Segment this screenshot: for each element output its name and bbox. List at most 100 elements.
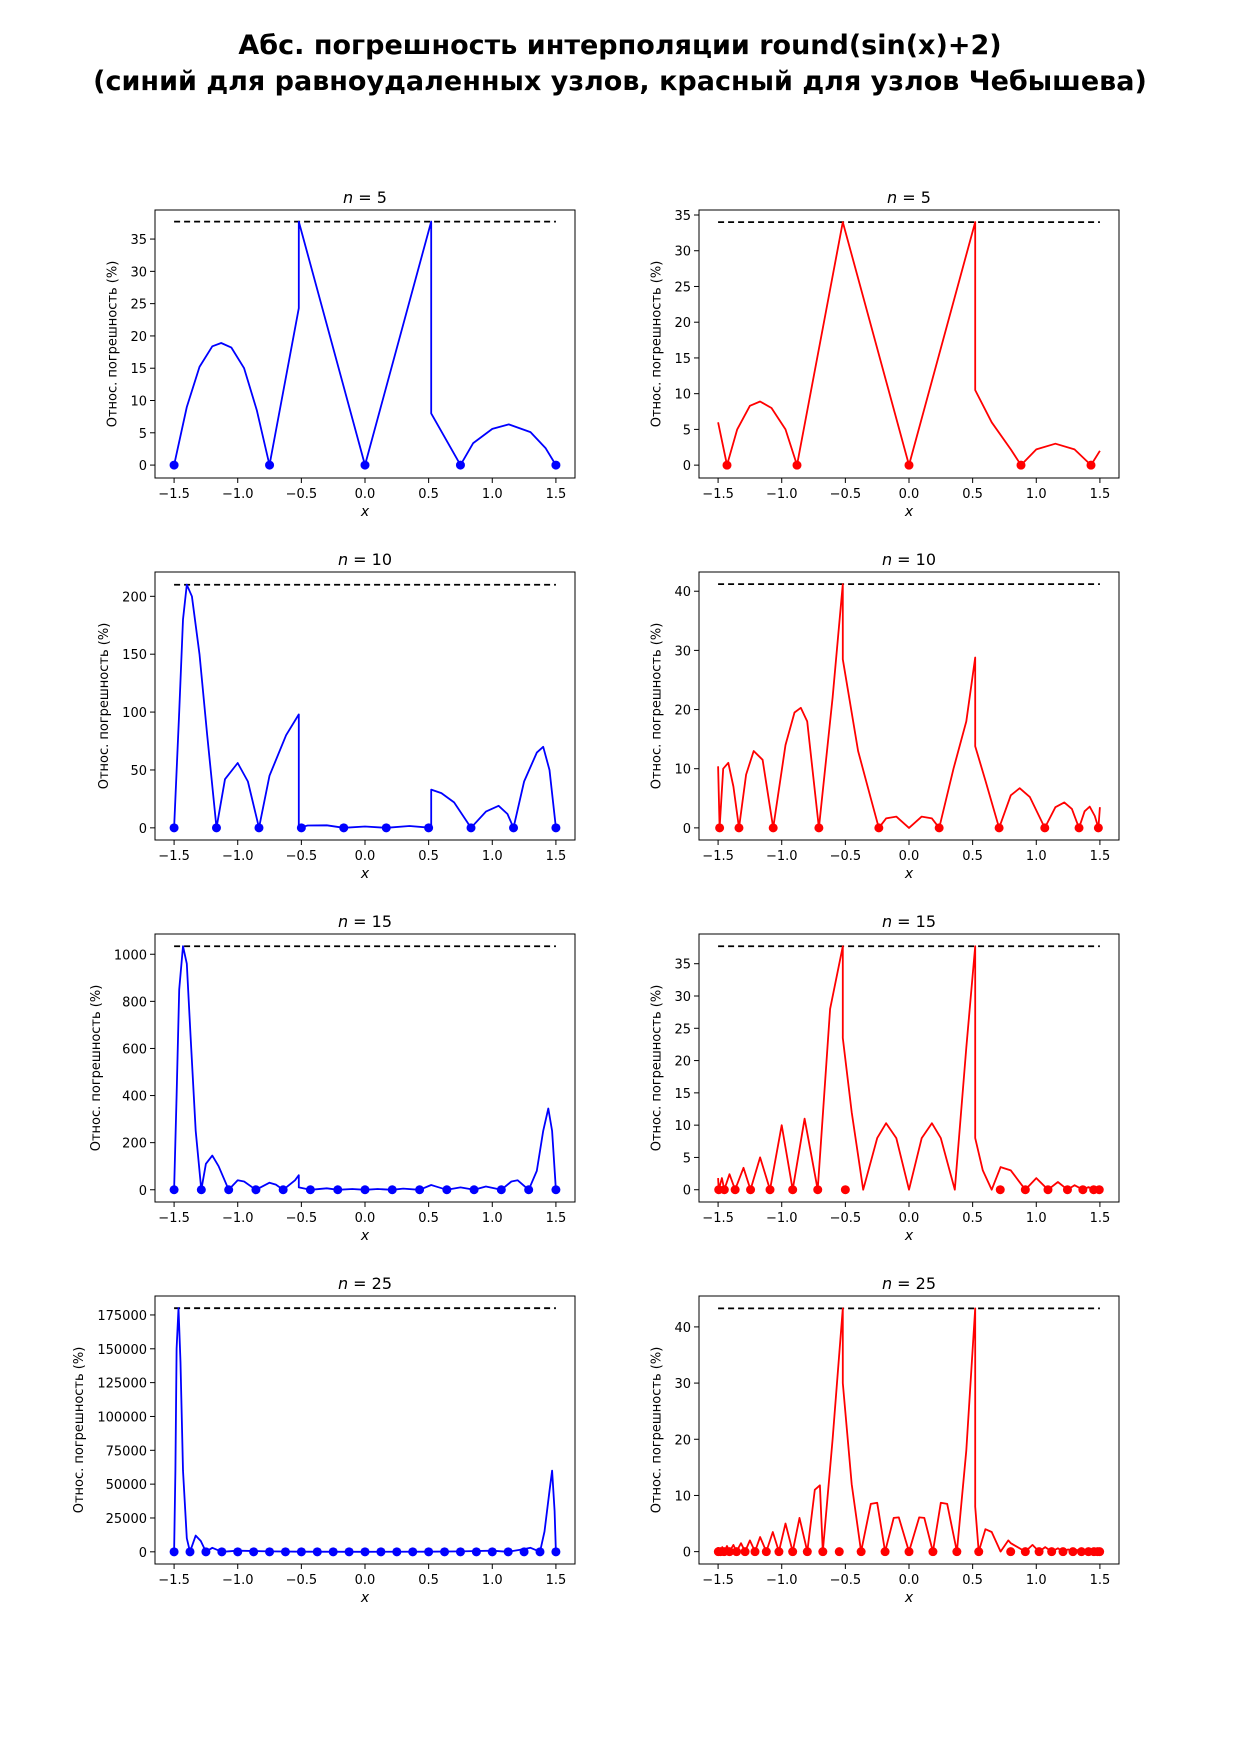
interpolation-node [442,1185,452,1195]
y-tick-label: 10 [674,1119,691,1134]
interpolation-node [387,1185,397,1195]
interpolation-node [496,1185,506,1195]
x-tick-label: 1.0 [1026,1573,1047,1588]
x-tick-label: 0.5 [962,849,983,864]
y-tick-label: 30 [674,644,691,659]
x-tick-label: −0.5 [830,849,862,864]
interpolation-node [254,823,264,833]
interpolation-node [740,1547,750,1557]
y-tick-label: 800 [122,995,147,1010]
interpolation-node [1016,460,1026,470]
axes-frame [154,571,576,841]
interpolation-node [296,823,306,833]
x-tick-label: −1.0 [766,1211,798,1226]
x-tick-label: 0.0 [355,1573,376,1588]
x-tick-label: −1.5 [158,1211,190,1226]
interpolation-node [469,1185,479,1195]
x-tick-label: −0.5 [286,1573,318,1588]
y-tick-label: 5 [683,423,691,438]
interpolation-node [312,1547,322,1557]
y-tick-label: 1000 [114,948,147,963]
interpolation-node [224,1185,234,1195]
interpolation-node [904,1547,914,1557]
interpolation-node [360,1547,370,1557]
interpolation-node [455,1547,465,1557]
x-tick-label: −0.5 [830,487,862,502]
interpolation-node [360,1185,370,1195]
interpolation-node [339,823,349,833]
y-axis-label: Относ. погрешность (%) [649,1347,664,1514]
interpolation-node [333,1185,343,1195]
y-tick-label: 15 [130,362,147,377]
y-tick-label: 150 [122,648,147,663]
subplot-1: n = 5 −1.5 −1.0 −0.5 0.0 0.5 1.0 1.5 0 5 10 15 20 25 3… [649,188,1120,520]
interpolation-node [415,1185,425,1195]
interpolation-node [519,1547,529,1557]
interpolation-node [251,1185,261,1195]
y-tick-label: 0 [683,1184,691,1199]
y-tick-label: 10 [674,763,691,778]
x-tick-label: 0.0 [899,1211,920,1226]
x-tick-label: −0.5 [286,487,318,502]
x-tick-label: 1.5 [546,487,567,502]
y-tick-label: 50000 [106,1478,147,1493]
y-tick-label: 30 [674,990,691,1005]
axes-frame [154,933,576,1203]
interpolation-node [734,823,744,833]
y-tick-label: 125000 [97,1377,147,1392]
subplot-4: n = 15 −1.5 −1.0 −0.5 0.0 0.5 1.0 1.5 0 200 400 600… [89,912,576,1244]
interpolation-node [732,1547,742,1557]
y-tick-label: 0 [139,1184,147,1199]
y-tick-label: 40 [674,585,691,600]
x-tick-label: −1.0 [766,849,798,864]
axes-frame [698,209,1120,479]
subplot-7: n = 25 −1.5 −1.0 −0.5 0.0 0.5 1.0 1.5 0 10 20 30 40 x… [649,1274,1120,1606]
x-tick-label: 0.5 [418,487,439,502]
interpolation-node [774,1547,784,1557]
x-tick-label: 1.5 [1090,849,1111,864]
x-tick-label: −1.0 [222,1211,254,1226]
axes-frame [154,1295,576,1565]
interpolation-node [211,823,221,833]
interpolation-node [1020,1185,1030,1195]
interpolation-node [722,460,732,470]
x-tick-label: 0.5 [962,1573,983,1588]
interpolation-node [169,460,179,470]
y-tick-label: 25 [674,1022,691,1037]
y-tick-label: 30 [674,1377,691,1392]
x-tick-label: 1.0 [482,487,503,502]
subplot-title: n = 5 [887,188,931,207]
y-tick-label: 10 [674,388,691,403]
y-tick-label: 40 [674,1321,691,1336]
error-curve [173,945,557,1191]
y-tick-label: 75000 [106,1444,147,1459]
y-axis-label: Относ. погрешность (%) [649,261,664,428]
x-axis-label: x [904,1590,914,1606]
y-axis-label: Относ. погрешность (%) [649,623,664,790]
interpolation-node [487,1547,497,1557]
y-tick-label: 150000 [97,1343,147,1358]
x-tick-label: 0.5 [418,1211,439,1226]
interpolation-node [424,1547,434,1557]
interpolation-node [840,1185,850,1195]
x-tick-label: 0.0 [899,849,920,864]
y-tick-label: 100 [122,706,147,721]
interpolation-node [761,1547,771,1557]
interpolation-node [280,1547,290,1557]
y-tick-label: 0 [139,459,147,474]
y-tick-label: 25 [130,298,147,313]
interpolation-node [503,1547,513,1557]
x-tick-label: −1.5 [158,487,190,502]
x-axis-label: x [904,504,914,520]
interpolation-node [424,823,434,833]
interpolation-node [551,823,561,833]
interpolation-node [360,460,370,470]
interpolation-node [1020,1547,1030,1557]
interpolation-node [1094,1185,1104,1195]
x-tick-label: 1.5 [546,849,567,864]
interpolation-node [880,1547,890,1557]
error-curve [173,1307,557,1553]
y-tick-label: 5 [139,427,147,442]
x-tick-label: 1.0 [1026,1211,1047,1226]
error-curve [173,220,557,466]
